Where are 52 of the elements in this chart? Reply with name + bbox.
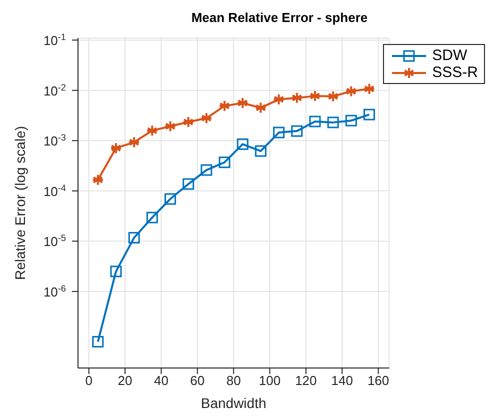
point bbox=[272, 93, 285, 106]
point bbox=[92, 174, 104, 186]
point bbox=[218, 100, 231, 112]
x-tick-label: 60 bbox=[190, 373, 205, 388]
x-tick-label: 160 bbox=[367, 373, 390, 388]
x-tick-label: 80 bbox=[226, 373, 241, 388]
point bbox=[236, 138, 248, 150]
point bbox=[254, 102, 267, 114]
y-axis-title: Relative Error (log scale) bbox=[12, 126, 28, 280]
point bbox=[92, 336, 104, 348]
point bbox=[218, 156, 230, 168]
x-tick-label: 40 bbox=[154, 373, 168, 388]
point bbox=[128, 232, 140, 244]
point bbox=[146, 124, 158, 137]
point bbox=[110, 142, 122, 154]
point bbox=[236, 97, 249, 110]
point bbox=[273, 126, 285, 138]
point bbox=[309, 116, 321, 128]
point bbox=[308, 90, 321, 102]
point bbox=[291, 125, 303, 137]
y-tick-label: 10$^{-4}$ bbox=[43, 182, 66, 199]
point bbox=[164, 193, 176, 205]
point bbox=[364, 108, 376, 120]
point bbox=[200, 164, 212, 176]
point bbox=[345, 114, 357, 126]
x-tick-label: 20 bbox=[118, 373, 132, 388]
point bbox=[200, 112, 212, 124]
y-tick-label: 10$^{-1}$ bbox=[43, 32, 66, 48]
y-tick-label: 10$^{-5}$ bbox=[43, 233, 66, 250]
point bbox=[110, 266, 122, 278]
x-axis-title: Bandwidth bbox=[200, 395, 266, 411]
point bbox=[128, 136, 140, 148]
legend-label: SSS-R bbox=[432, 64, 478, 81]
x-tick-label: 0 bbox=[85, 373, 92, 388]
point bbox=[363, 82, 376, 95]
y-tick-label: 10$^{-3}$ bbox=[43, 132, 66, 149]
chart-title: Mean Relative Error - sphere bbox=[190, 10, 369, 25]
point bbox=[182, 178, 194, 190]
legend-label: SDW bbox=[432, 47, 468, 64]
point bbox=[182, 116, 194, 128]
x-tick-label: 140 bbox=[331, 373, 353, 388]
point bbox=[290, 92, 303, 104]
y-tick-label: 10$^{-2}$ bbox=[43, 82, 66, 98]
point bbox=[164, 120, 176, 132]
point bbox=[254, 145, 266, 157]
point bbox=[327, 116, 339, 128]
y-tick-label: 10$^{-6}$ bbox=[43, 283, 66, 300]
x-tick-label: 100 bbox=[258, 373, 281, 388]
x-tick-label: 120 bbox=[295, 373, 317, 388]
point bbox=[146, 212, 158, 224]
point bbox=[327, 90, 340, 102]
point bbox=[345, 85, 358, 98]
